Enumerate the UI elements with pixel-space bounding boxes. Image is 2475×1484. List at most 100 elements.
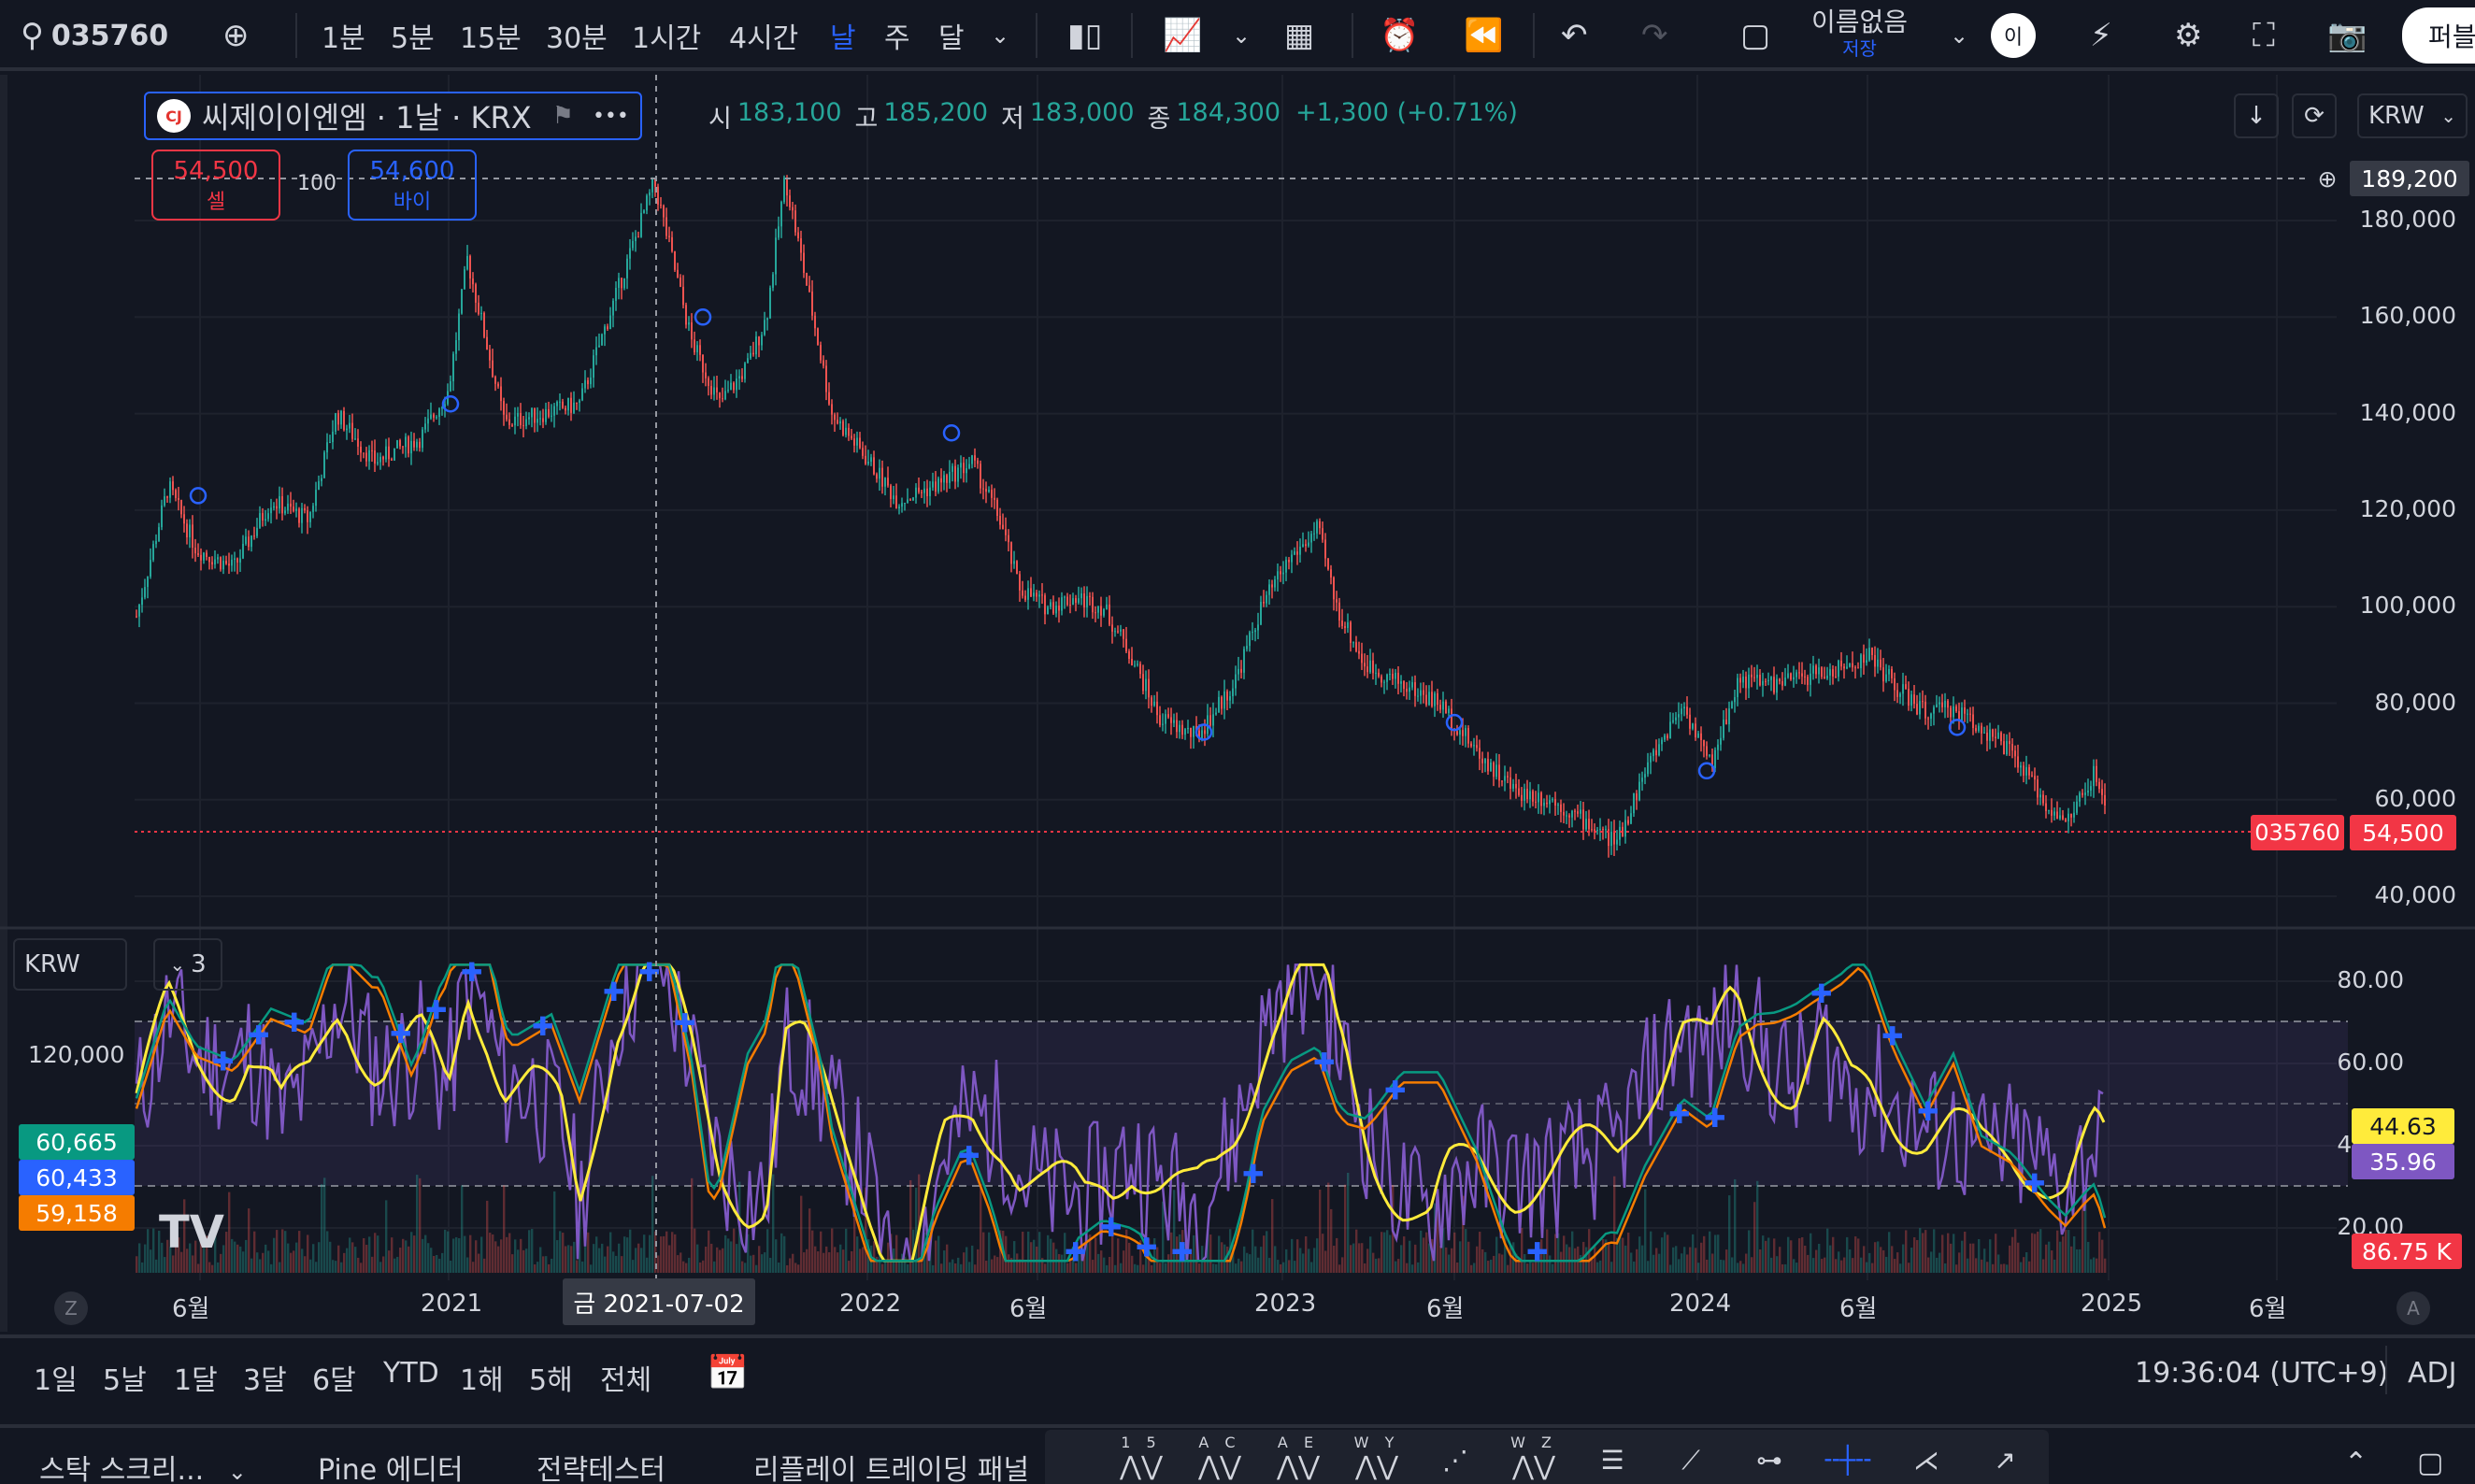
volume-bar bbox=[792, 1253, 794, 1273]
candle-body bbox=[1521, 794, 1523, 801]
collapse-panel-button[interactable]: ⌃ bbox=[2344, 1447, 2368, 1479]
candle-body bbox=[1552, 799, 1553, 801]
reset-scale-button[interactable]: ⟳ bbox=[2292, 93, 2337, 138]
interval-30m[interactable]: 30분 bbox=[546, 22, 608, 55]
range-button[interactable]: 1일 bbox=[34, 1364, 78, 1397]
drawing-tool-button[interactable]: ⊶ bbox=[1737, 1435, 1802, 1477]
volume-bar bbox=[2017, 1242, 2020, 1273]
alert-button[interactable]: ⏰ bbox=[1380, 0, 1419, 71]
range-button[interactable]: 5해 bbox=[529, 1364, 573, 1397]
interval-day[interactable]: 날 bbox=[830, 22, 856, 55]
range-button[interactable]: 6달 bbox=[312, 1364, 356, 1397]
volume-bar bbox=[1209, 1234, 1212, 1273]
clock[interactable]: 19:36:04 (UTC+9) bbox=[2135, 1357, 2389, 1390]
interval-1m[interactable]: 1분 bbox=[322, 22, 365, 55]
volume-bar bbox=[565, 1246, 567, 1273]
drawing-tool-button[interactable]: ⋰ bbox=[1423, 1435, 1488, 1477]
adj-toggle[interactable]: ADJ bbox=[2408, 1357, 2457, 1390]
volume-bar bbox=[1641, 1245, 1644, 1273]
layout-name[interactable]: 이름없음 저장 bbox=[1811, 0, 1908, 71]
tab-screener[interactable]: 스탁 스크리... ⌄ bbox=[39, 1447, 247, 1484]
drawing-tool-button[interactable]: A C ⋀⋁ bbox=[1187, 1435, 1252, 1482]
layout-button[interactable]: ▢ bbox=[1740, 0, 1770, 71]
drawing-tool-button[interactable]: ☰ bbox=[1580, 1435, 1645, 1477]
indicators-button[interactable]: 📈 bbox=[1163, 0, 1202, 71]
candle-body bbox=[1442, 701, 1444, 710]
scroll-down-button[interactable]: ↓ bbox=[2234, 93, 2279, 138]
compare-add-button[interactable]: ⊕ bbox=[222, 0, 250, 71]
drawing-tool-button[interactable]: W Z ⋀⋁ bbox=[1501, 1435, 1567, 1482]
buy-button[interactable]: 54,600 바이 bbox=[348, 150, 477, 221]
goto-date-button[interactable]: 📅 bbox=[707, 1353, 749, 1392]
candle-body bbox=[1173, 720, 1175, 723]
indicator-currency[interactable]: KRW bbox=[13, 938, 127, 991]
snapshot-button[interactable]: 📷 bbox=[2327, 0, 2367, 71]
volume-bar bbox=[472, 1262, 475, 1273]
interval-month[interactable]: 달 bbox=[938, 22, 965, 55]
more-options-icon[interactable]: ••• bbox=[592, 104, 629, 128]
candle-body bbox=[1967, 713, 1968, 715]
bookmark-icon[interactable]: ⚑ bbox=[551, 102, 574, 130]
interval-dropdown[interactable]: ⌄ bbox=[991, 0, 1009, 71]
main-chart[interactable]: ✚✚ ✚ ✚✚✚✚✚✚✚✚✚✚✚ ✚✚✚✚✚✚ ✚✚✚✚✚ TV bbox=[0, 75, 2475, 1332]
drawing-tool-button[interactable]: ╌┼╌ bbox=[1815, 1435, 1881, 1477]
volume-bar bbox=[1739, 1261, 1742, 1273]
drawing-tool-button[interactable]: ↗ bbox=[1972, 1435, 2038, 1477]
candle-body bbox=[281, 496, 283, 514]
volume-bar bbox=[1254, 1246, 1257, 1273]
interval-1h[interactable]: 1시간 bbox=[632, 22, 702, 55]
volume-bar bbox=[1650, 1231, 1652, 1273]
settings-button[interactable]: ⚙ bbox=[2174, 0, 2202, 71]
fullscreen-button[interactable]: ⛶ bbox=[2253, 0, 2275, 71]
candle-body bbox=[225, 561, 227, 564]
range-button[interactable]: 3달 bbox=[243, 1364, 287, 1397]
auto-scale-button[interactable]: A bbox=[2396, 1291, 2430, 1325]
redo-button[interactable]: ↷ bbox=[1641, 0, 1668, 71]
interval-5m[interactable]: 5분 bbox=[391, 22, 435, 55]
range-button[interactable]: 전체 bbox=[600, 1364, 652, 1397]
replay-button[interactable]: ⏪ bbox=[1464, 0, 1503, 71]
maximize-panel-button[interactable]: ▢ bbox=[2417, 1447, 2443, 1479]
interval-15m[interactable]: 15분 bbox=[460, 22, 522, 55]
range-button[interactable]: 5날 bbox=[103, 1364, 147, 1397]
chart-type-button[interactable]: ▮▯ bbox=[1067, 0, 1102, 71]
drawing-tool-button[interactable]: 1 5 ⋀⋁ bbox=[1109, 1435, 1174, 1482]
drawing-tool-button[interactable]: ⋌ bbox=[1894, 1435, 1959, 1477]
indicators-dropdown[interactable]: ⌄ bbox=[1232, 0, 1251, 71]
candle-body bbox=[848, 427, 850, 436]
avatar[interactable]: 이 bbox=[1991, 0, 2036, 71]
order-quantity[interactable]: 100 bbox=[297, 172, 336, 195]
interval-4h[interactable]: 4시간 bbox=[729, 22, 799, 55]
volume-bar bbox=[374, 1233, 377, 1273]
volume-bar bbox=[991, 1259, 994, 1273]
volume-bar bbox=[307, 1234, 309, 1273]
sell-button[interactable]: 54,500 셀 bbox=[151, 150, 280, 221]
add-alert-icon[interactable]: ⊕ bbox=[2317, 164, 2338, 193]
range-button[interactable]: 1해 bbox=[460, 1364, 504, 1397]
tab-replay-panel[interactable]: 리플레이 트레이딩 패널 bbox=[753, 1454, 1030, 1484]
quick-search-button[interactable]: ⚡ bbox=[2090, 0, 2112, 71]
range-button[interactable]: 1달 bbox=[174, 1364, 218, 1397]
currency-select[interactable]: KRW ⌄ bbox=[2357, 93, 2468, 138]
drawing-tool-button[interactable]: W Y ⋀⋁ bbox=[1344, 1435, 1409, 1482]
tab-strategy-tester[interactable]: 전략테스터 bbox=[536, 1454, 665, 1484]
drawing-tool-button[interactable]: A E ⋀⋁ bbox=[1266, 1435, 1331, 1482]
interval-week[interactable]: 주 bbox=[884, 22, 910, 55]
volume-bar bbox=[1571, 1231, 1574, 1273]
layout-dropdown[interactable]: ⌄ bbox=[1950, 0, 1968, 71]
volume-bar bbox=[2014, 1229, 2017, 1273]
drawing-tool-button[interactable]: ⟋ bbox=[1658, 1435, 1724, 1477]
layouts-button[interactable]: ▦ bbox=[1284, 0, 1314, 71]
signal-circle bbox=[1697, 762, 1716, 780]
symbol-search[interactable]: ⚲ 035760 bbox=[21, 0, 168, 71]
undo-button[interactable]: ↶ bbox=[1561, 0, 1588, 71]
indicator-collapse-button[interactable]: ⌄ 3 bbox=[153, 938, 222, 991]
zoom-button[interactable]: Z bbox=[54, 1291, 88, 1325]
tab-pine-editor[interactable]: Pine 에디터 bbox=[318, 1454, 464, 1484]
publish-button[interactable]: 퍼블 bbox=[2402, 0, 2475, 71]
symbol-legend[interactable]: CJ 씨제이이엔엠 · 1날 · KRX ⚑ ••• bbox=[144, 92, 642, 140]
candle-body bbox=[234, 558, 236, 560]
range-button[interactable]: YTD bbox=[383, 1357, 439, 1390]
candle-body bbox=[898, 507, 900, 509]
candle-body bbox=[525, 419, 527, 427]
